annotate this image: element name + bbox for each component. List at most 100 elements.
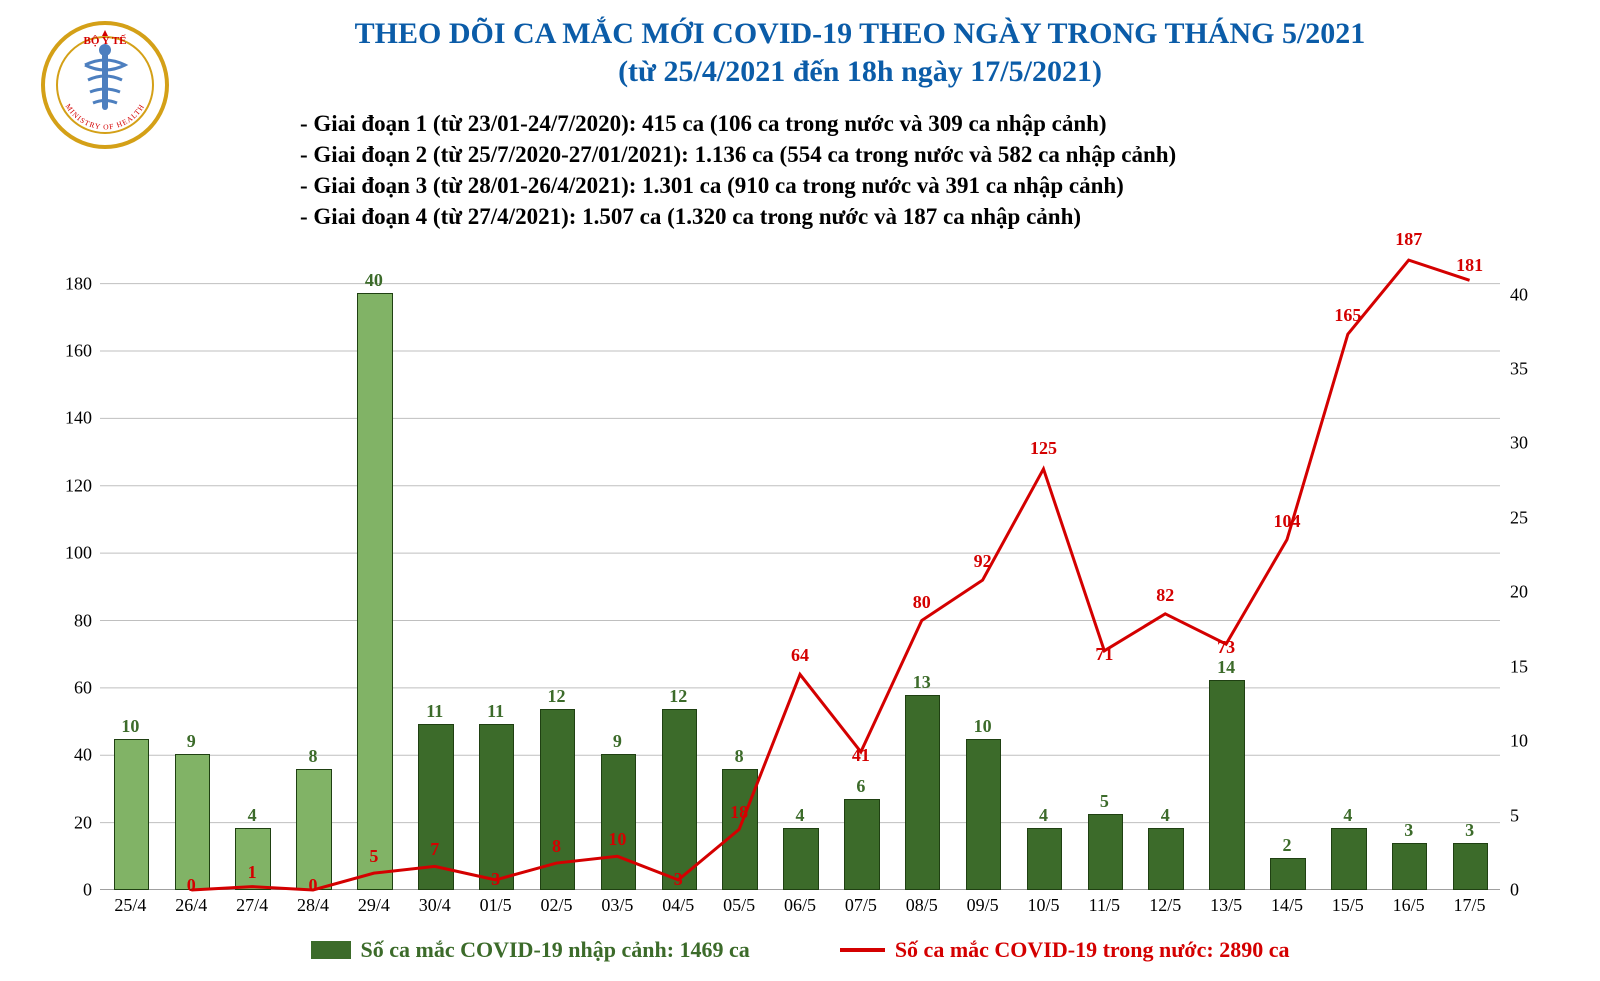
y-left-tick: 0 bbox=[52, 880, 92, 901]
x-tick: 29/4 bbox=[358, 895, 390, 916]
phase-3: - Giai đoạn 3 (từ 28/01-26/4/2021): 1.30… bbox=[300, 170, 1400, 201]
x-tick: 03/5 bbox=[601, 895, 633, 916]
x-tick: 05/5 bbox=[723, 895, 755, 916]
phase-block: - Giai đoạn 1 (từ 23/01-24/7/2020): 415 … bbox=[300, 108, 1400, 232]
bar-value-label: 9 bbox=[613, 731, 622, 752]
bar-value-label: 4 bbox=[1343, 805, 1352, 826]
line-value-label: 82 bbox=[1156, 585, 1174, 606]
line-value-label: 0 bbox=[309, 875, 318, 896]
bar-value-label: 10 bbox=[121, 716, 139, 737]
bar-value-label: 4 bbox=[1039, 805, 1048, 826]
x-tick: 25/4 bbox=[114, 895, 146, 916]
x-tick: 07/5 bbox=[845, 895, 877, 916]
bar-value-label: 12 bbox=[548, 686, 566, 707]
line-value-label: 10 bbox=[608, 829, 626, 850]
moh-logo: BỘ Y TẾ MINISTRY OF HEALTH bbox=[40, 20, 170, 150]
x-tick: 09/5 bbox=[967, 895, 999, 916]
line-value-label: 7 bbox=[430, 839, 439, 860]
x-tick: 13/5 bbox=[1210, 895, 1242, 916]
line-value-label: 5 bbox=[369, 846, 378, 867]
y-left-tick: 60 bbox=[52, 677, 92, 698]
y-right-tick: 0 bbox=[1510, 880, 1550, 901]
line-value-label: 80 bbox=[913, 592, 931, 613]
x-tick: 27/4 bbox=[236, 895, 268, 916]
y-left-tick: 140 bbox=[52, 408, 92, 429]
y-right-tick: 10 bbox=[1510, 731, 1550, 752]
bar-value-label: 11 bbox=[487, 701, 504, 722]
line-value-label: 41 bbox=[852, 745, 870, 766]
x-tick: 04/5 bbox=[662, 895, 694, 916]
bar-value-label: 5 bbox=[1100, 791, 1109, 812]
legend-line-label: Số ca mắc COVID-19 trong nước: 2890 ca bbox=[895, 937, 1290, 963]
y-right-tick: 25 bbox=[1510, 507, 1550, 528]
line-value-label: 3 bbox=[674, 869, 683, 890]
line-value-label: 73 bbox=[1217, 637, 1235, 658]
chart-container: BỘ Y TẾ MINISTRY OF HEALTH THEO DÕI CA M… bbox=[0, 0, 1600, 981]
legend-bar-label: Số ca mắc COVID-19 nhập cảnh: 1469 ca bbox=[361, 937, 750, 963]
legend-bar-swatch bbox=[311, 941, 351, 959]
bar-value-label: 4 bbox=[796, 805, 805, 826]
x-tick: 15/5 bbox=[1332, 895, 1364, 916]
title-line-2: (từ 25/4/2021 đến 18h ngày 17/5/2021) bbox=[180, 53, 1540, 91]
bar-value-label: 8 bbox=[735, 746, 744, 767]
legend-line: Số ca mắc COVID-19 trong nước: 2890 ca bbox=[840, 937, 1290, 963]
bar-value-label: 13 bbox=[913, 672, 931, 693]
x-tick: 12/5 bbox=[1149, 895, 1181, 916]
line-value-label: 3 bbox=[491, 869, 500, 890]
y-left-tick: 40 bbox=[52, 745, 92, 766]
title-line-1: THEO DÕI CA MẮC MỚI COVID-19 THEO NGÀY T… bbox=[180, 15, 1540, 53]
bar-value-label: 11 bbox=[426, 701, 443, 722]
bar-value-label: 12 bbox=[669, 686, 687, 707]
bar-value-label: 2 bbox=[1282, 835, 1291, 856]
bar-value-label: 6 bbox=[856, 776, 865, 797]
legend: Số ca mắc COVID-19 nhập cảnh: 1469 ca Số… bbox=[0, 930, 1600, 970]
y-right-tick: 15 bbox=[1510, 656, 1550, 677]
x-tick: 26/4 bbox=[175, 895, 207, 916]
bar-value-label: 3 bbox=[1465, 820, 1474, 841]
x-tick: 01/5 bbox=[480, 895, 512, 916]
line-value-label: 165 bbox=[1334, 305, 1361, 326]
x-tick: 02/5 bbox=[541, 895, 573, 916]
y-right-tick: 35 bbox=[1510, 359, 1550, 380]
phase-1: - Giai đoạn 1 (từ 23/01-24/7/2020): 415 … bbox=[300, 108, 1400, 139]
phase-4: - Giai đoạn 4 (từ 27/4/2021): 1.507 ca (… bbox=[300, 201, 1400, 232]
line-value-label: 1 bbox=[248, 862, 257, 883]
legend-line-swatch bbox=[840, 948, 885, 952]
x-tick: 10/5 bbox=[1027, 895, 1059, 916]
y-left-tick: 100 bbox=[52, 543, 92, 564]
line-value-label: 92 bbox=[974, 551, 992, 572]
bar-value-label: 4 bbox=[248, 805, 257, 826]
line-value-label: 71 bbox=[1095, 644, 1113, 665]
bar-value-label: 40 bbox=[365, 270, 383, 291]
y-right-tick: 5 bbox=[1510, 805, 1550, 826]
bar-value-label: 4 bbox=[1161, 805, 1170, 826]
y-left-tick: 180 bbox=[52, 273, 92, 294]
x-tick: 11/5 bbox=[1089, 895, 1120, 916]
labels-layer: 1094840111112912846131045414243301057381… bbox=[100, 250, 1500, 890]
bar-value-label: 10 bbox=[974, 716, 992, 737]
y-right-tick: 40 bbox=[1510, 284, 1550, 305]
title-block: THEO DÕI CA MẮC MỚI COVID-19 THEO NGÀY T… bbox=[180, 15, 1540, 90]
x-tick: 14/5 bbox=[1271, 895, 1303, 916]
y-left-tick: 80 bbox=[52, 610, 92, 631]
line-value-label: 64 bbox=[791, 645, 809, 666]
y-right-tick: 30 bbox=[1510, 433, 1550, 454]
bar-value-label: 3 bbox=[1404, 820, 1413, 841]
x-tick: 17/5 bbox=[1454, 895, 1486, 916]
moh-logo-svg: BỘ Y TẾ MINISTRY OF HEALTH bbox=[40, 20, 170, 150]
line-value-label: 8 bbox=[552, 836, 561, 857]
line-value-label: 187 bbox=[1395, 229, 1422, 250]
x-tick: 08/5 bbox=[906, 895, 938, 916]
x-tick: 28/4 bbox=[297, 895, 329, 916]
bar-value-label: 8 bbox=[309, 746, 318, 767]
bar-value-label: 9 bbox=[187, 731, 196, 752]
plot-area: 1094840111112912846131045414243301057381… bbox=[100, 250, 1500, 890]
x-tick: 06/5 bbox=[784, 895, 816, 916]
legend-bar: Số ca mắc COVID-19 nhập cảnh: 1469 ca bbox=[311, 937, 750, 963]
line-value-label: 0 bbox=[187, 875, 196, 896]
x-tick: 16/5 bbox=[1393, 895, 1425, 916]
y-left-tick: 20 bbox=[52, 812, 92, 833]
bar-value-label: 14 bbox=[1217, 657, 1235, 678]
y-right-tick: 20 bbox=[1510, 582, 1550, 603]
line-value-label: 125 bbox=[1030, 438, 1057, 459]
